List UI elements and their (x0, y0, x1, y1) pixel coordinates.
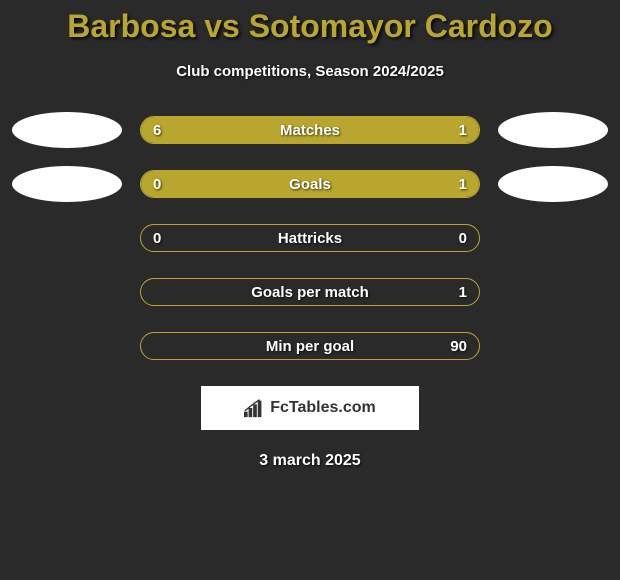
stat-row: 0 Goals 1 (0, 166, 620, 202)
stat-row: Goals per match 1 (0, 274, 620, 310)
stat-value-left: 6 (153, 122, 161, 139)
stat-bar: 0 Goals 1 (140, 170, 480, 198)
subtitle: Club competitions, Season 2024/2025 (0, 63, 620, 80)
bar-fill-left (141, 171, 198, 197)
bar-fill-left (141, 117, 405, 143)
stat-label: Min per goal (266, 338, 354, 355)
stat-value-right: 1 (459, 176, 467, 193)
spacer (12, 220, 122, 256)
stat-bar: Goals per match 1 (140, 278, 480, 306)
stat-row: 0 Hattricks 0 (0, 220, 620, 256)
date-label: 3 march 2025 (0, 452, 620, 470)
stat-value-right: 1 (459, 122, 467, 139)
stat-label: Hattricks (278, 230, 342, 247)
stat-value-left: 0 (153, 176, 161, 193)
stat-label: Goals (289, 176, 331, 193)
stat-value-right: 1 (459, 284, 467, 301)
spacer (12, 328, 122, 364)
stat-label: Goals per match (251, 284, 369, 301)
player-ellipse-right (498, 166, 608, 202)
stat-value-left: 0 (153, 230, 161, 247)
infographic-container: Barbosa vs Sotomayor Cardozo Club compet… (0, 0, 620, 470)
player-ellipse-left (12, 112, 122, 148)
footer-label: FcTables.com (270, 399, 376, 417)
footer-logo-box: FcTables.com (201, 386, 419, 430)
spacer (498, 328, 608, 364)
stat-bar: 0 Hattricks 0 (140, 224, 480, 252)
page-title: Barbosa vs Sotomayor Cardozo (0, 8, 620, 45)
stats-area: 6 Matches 1 0 Goals 1 0 Hattricks 0 Goals per mat… (0, 112, 620, 364)
player-ellipse-left (12, 166, 122, 202)
stat-value-right: 0 (459, 230, 467, 247)
chart-icon (244, 398, 266, 418)
bar-fill-right (405, 117, 479, 143)
spacer (498, 220, 608, 256)
stat-label: Matches (280, 122, 340, 139)
player-ellipse-right (498, 112, 608, 148)
stat-bar: Min per goal 90 (140, 332, 480, 360)
stat-row: Min per goal 90 (0, 328, 620, 364)
spacer (12, 274, 122, 310)
stat-bar: 6 Matches 1 (140, 116, 480, 144)
bar-fill-right (198, 171, 479, 197)
stat-value-right: 90 (450, 338, 467, 355)
stat-row: 6 Matches 1 (0, 112, 620, 148)
spacer (498, 274, 608, 310)
